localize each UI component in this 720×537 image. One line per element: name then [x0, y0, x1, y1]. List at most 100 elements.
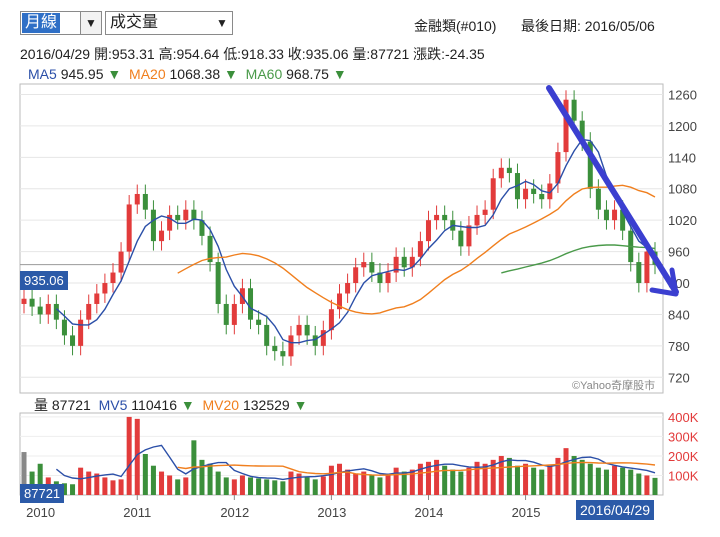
volume-bar — [563, 448, 569, 495]
volume-bar — [409, 469, 415, 495]
volume-bar — [490, 459, 496, 495]
candle-body — [571, 99, 577, 121]
candle-body — [37, 306, 43, 315]
volume-bar — [78, 467, 84, 495]
candle-body — [587, 141, 593, 189]
candle-body — [272, 345, 278, 352]
volume-bar — [353, 473, 359, 495]
candle-body — [183, 209, 189, 221]
chevron-down-icon[interactable]: ▼ — [216, 16, 228, 30]
ma5-name: MA5 — [28, 66, 57, 82]
volume-bar — [442, 465, 448, 495]
candle-body — [579, 120, 585, 142]
price-tick-label: 960 — [668, 245, 690, 260]
volume-bar — [458, 471, 464, 495]
candle-body — [78, 319, 84, 346]
triangle-down-icon: ▼ — [180, 397, 195, 413]
volume-bar — [296, 473, 302, 495]
vol-name: 量 — [34, 397, 48, 413]
candle-body — [393, 256, 399, 273]
candle-body — [150, 209, 156, 242]
volume-bar — [385, 473, 391, 495]
watermark: ©Yahoo奇摩股市 — [572, 380, 656, 392]
trend-arrow — [546, 85, 679, 297]
volume-bar — [61, 483, 67, 495]
mv5-line — [55, 444, 656, 481]
mv20-line — [177, 461, 656, 476]
candle-body — [256, 319, 262, 325]
candle-body — [21, 298, 27, 304]
candle-body — [409, 256, 415, 268]
volume-bar — [531, 467, 537, 495]
mv20-value: 132529 — [242, 397, 290, 413]
volume-bar — [393, 467, 399, 495]
volume-bar — [474, 461, 480, 495]
candle-body — [523, 188, 529, 200]
volume-bar — [320, 476, 326, 495]
candle-body — [466, 225, 472, 247]
volume-tick-label: 400K — [668, 410, 699, 425]
last-date: 最後日期: 2016/05/06 — [521, 18, 655, 34]
ohlc-change: 漲跌:-24.35 — [413, 46, 485, 62]
period-select[interactable]: 月線 ▼ — [20, 11, 102, 35]
vol-value: 87721 — [51, 397, 91, 413]
candle-body — [45, 303, 51, 315]
index-title: 金融類(#010) — [414, 18, 497, 34]
volume-bar — [417, 463, 423, 495]
volume-bar — [612, 465, 618, 495]
volume-bar — [636, 473, 642, 495]
volume-bar — [547, 465, 553, 495]
candle-body — [539, 193, 545, 200]
volume-bar — [183, 477, 189, 495]
candle-body — [636, 262, 642, 284]
mv5-name: MV5 — [98, 397, 128, 413]
candle-body — [134, 193, 140, 205]
date-marker: 2016/04/29 — [576, 500, 655, 520]
candle-body — [490, 178, 496, 210]
candle-body — [312, 335, 318, 346]
ma5-line — [55, 138, 656, 344]
ma-legend: MA5 945.95 ▼ MA20 1068.38 ▼ MA60 968.75 … — [28, 66, 347, 82]
volume-bar — [523, 463, 529, 495]
candle-body — [86, 303, 92, 320]
candle-body — [401, 256, 407, 268]
volume-bar — [620, 467, 626, 495]
price-tick-label: 1260 — [668, 87, 697, 102]
x-tick-label: 2013 — [317, 505, 346, 520]
volume-bar — [239, 475, 245, 495]
candle-body — [191, 209, 197, 221]
candle-body — [118, 251, 124, 273]
volume-bar — [167, 475, 173, 495]
ma5-value: 945.95 — [60, 66, 104, 82]
candle-body — [547, 183, 553, 200]
price-marker: 935.06 — [20, 271, 68, 290]
volume-bar — [539, 469, 545, 495]
volume-bar — [199, 459, 205, 495]
candle-body — [603, 209, 609, 221]
price-tick-label: 1080 — [668, 182, 697, 197]
candle-body — [555, 152, 561, 184]
candle-body — [159, 230, 165, 242]
candle-body — [199, 220, 205, 236]
volume-bar — [256, 478, 262, 495]
chevron-down-icon[interactable]: ▼ — [80, 12, 101, 34]
volume-bar — [336, 463, 343, 495]
indicator-select[interactable]: 成交量 ▼ — [105, 11, 233, 35]
candle-body — [280, 351, 286, 357]
volume-bar — [288, 471, 294, 495]
triangle-down-icon: ▼ — [224, 66, 238, 82]
ohlc-open: 開:953.31 — [93, 46, 155, 62]
candle-body — [223, 303, 229, 325]
candle-body — [288, 335, 294, 357]
triangle-down-icon: ▼ — [293, 397, 308, 413]
candle-body — [102, 283, 108, 294]
candle-body — [458, 230, 464, 247]
ma20-name: MA20 — [129, 66, 166, 82]
volume-bar — [231, 479, 237, 495]
x-tick-label: 2012 — [220, 505, 249, 520]
volume-bar — [571, 455, 577, 495]
price-tick-label: 1140 — [668, 150, 696, 165]
candle-body — [417, 241, 423, 257]
volume-bar — [434, 459, 440, 495]
